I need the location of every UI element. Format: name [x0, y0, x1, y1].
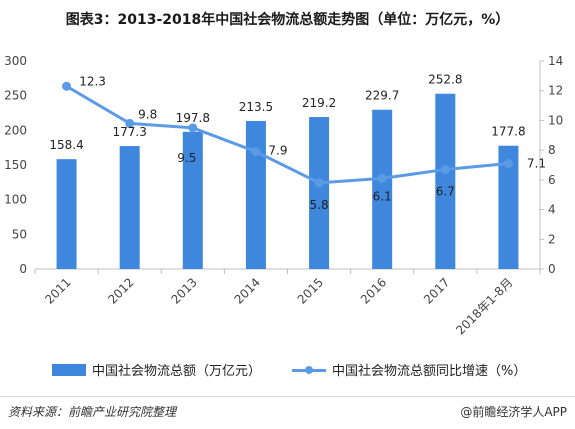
line-point: [125, 118, 135, 128]
legend-item-bar: 中国社会物流总额（万亿元）: [52, 360, 261, 379]
legend-line-swatch: [292, 364, 326, 376]
bar: [182, 131, 203, 269]
line-point: [503, 159, 513, 169]
bar: [372, 109, 393, 269]
y-right-tick-label: 2: [548, 232, 556, 246]
line-value-label: 9.8: [138, 107, 157, 121]
footer-divider: [0, 396, 575, 397]
y-left-tick-label: 200: [4, 123, 27, 137]
x-tick-label: 2014: [232, 275, 263, 306]
chart-axes: 0 50 100 150 200 250 300 0 2 4 6 8 10 12 14 2011 2012 201…: [4, 54, 563, 338]
bar: [498, 145, 519, 269]
x-tick-label: 2017: [421, 275, 452, 306]
legend-bar-label: 中国社会物流总额（万亿元）: [92, 364, 262, 379]
bar-value-label: 197.8: [176, 111, 210, 125]
bar-value-label: 219.2: [302, 96, 336, 110]
line-point: [188, 123, 198, 133]
data-labels: 158.4 177.3 197.8 213.5 219.2 229.7 252.8 177.8…: [49, 73, 546, 212]
bar: [435, 93, 456, 269]
bar-value-label: 158.4: [49, 138, 83, 152]
x-tick-label: 2018年1-8月: [453, 275, 515, 337]
line-value-label: 5.8: [310, 198, 329, 212]
bar-value-label: 177.3: [113, 125, 147, 139]
y-left-tick-label: 300: [4, 54, 27, 68]
growth-line: [65, 84, 509, 185]
line-value-label: 6.7: [436, 184, 455, 198]
line-value-label: 12.3: [79, 74, 106, 88]
line-value-label: 9.5: [177, 151, 196, 165]
bar-value-label: 213.5: [239, 100, 273, 114]
legend-bar-swatch: [52, 363, 86, 376]
bar-series: [56, 93, 519, 270]
bar: [245, 120, 266, 270]
y-right-tick-label: 4: [548, 203, 556, 217]
y-right-tick-label: 14: [548, 54, 563, 68]
legend-line-label: 中国社会物流总额同比增速（%）: [332, 364, 527, 379]
line-value-label: 7.1: [527, 157, 546, 171]
legend: 中国社会物流总额（万亿元） 中国社会物流总额同比增速（%）: [0, 360, 575, 380]
x-tick-label: 2012: [105, 275, 136, 306]
line-point: [377, 173, 387, 183]
line-value-label: 7.9: [268, 144, 287, 158]
line-point: [314, 178, 324, 188]
bar: [119, 146, 140, 269]
bar: [309, 117, 330, 269]
x-tick-label: 2015: [295, 275, 326, 306]
y-left-tick-label: 100: [4, 193, 27, 207]
y-right-tick-label: 0: [548, 262, 556, 276]
bar-value-label: 177.8: [491, 125, 525, 139]
legend-item-line: 中国社会物流总额同比增速（%）: [292, 360, 526, 379]
line-value-label: 6.1: [373, 189, 392, 203]
y-right-tick-label: 10: [548, 113, 563, 127]
y-left-tick-label: 250: [4, 89, 27, 103]
line-point: [251, 147, 261, 157]
line-point: [440, 164, 450, 174]
y-left-tick-label: 150: [4, 158, 27, 172]
y-left-tick-label: 0: [19, 262, 27, 276]
y-right-tick-label: 8: [548, 143, 556, 157]
line-series: [62, 81, 513, 188]
x-tick-label: 2011: [42, 275, 73, 306]
bar: [56, 159, 77, 269]
x-tick-label: 2013: [168, 275, 199, 306]
y-right-tick-label: 6: [548, 173, 556, 187]
chart-title: 图表3：2013-2018年中国社会物流总额走势图（单位：万亿元，%）: [65, 12, 510, 28]
x-tick-label: 2016: [358, 275, 389, 306]
source-note: 资料来源：前瞻产业研究院整理: [8, 405, 177, 419]
y-left-tick-label: 50: [12, 227, 27, 241]
bar-value-label: 229.7: [365, 89, 399, 103]
line-point: [62, 81, 72, 91]
brand-credit: @前瞻经济学人APP: [460, 405, 567, 419]
bar-value-label: 252.8: [428, 73, 462, 87]
y-right-tick-label: 12: [548, 84, 563, 98]
